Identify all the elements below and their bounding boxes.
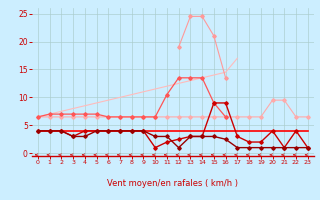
X-axis label: Vent moyen/en rafales ( km/h ): Vent moyen/en rafales ( km/h ) bbox=[107, 179, 238, 188]
